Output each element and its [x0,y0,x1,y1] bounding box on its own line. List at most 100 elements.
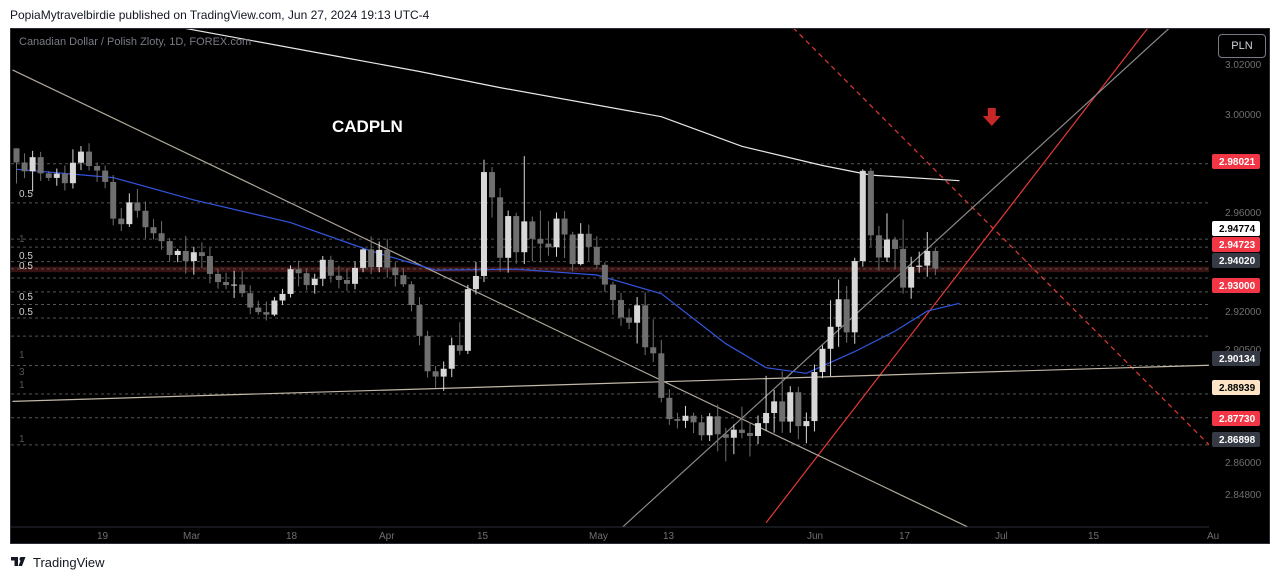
fib-level-label: 3 [19,367,25,378]
candle-body [811,372,818,422]
candle-body [150,227,157,234]
moving-average-line [185,29,960,182]
symbol-description: Canadian Dollar / Polish Zloty, 1D, FORE… [19,36,252,48]
candle-body [867,170,874,236]
candle-body [368,249,375,268]
fib-level-label: 0.5 [19,261,33,272]
candle-body [908,266,915,288]
price-label-text: 2.94723 [1219,240,1256,251]
header-bar: PopiaMytravelbirdie published on Trading… [0,0,1281,28]
candle-body [900,248,907,288]
candle-body [198,252,205,257]
fib-level-label: 0.5 [19,251,33,262]
fib-level-label: 0.5 [19,292,33,303]
candle-body [77,151,84,163]
candle-body [666,397,673,420]
candle-body [327,259,334,276]
candle-body [609,284,616,300]
price-label-box [1212,154,1260,169]
price-label: 2.94774 [1212,221,1260,236]
trendline [12,364,1209,402]
candle-body [601,264,608,285]
chart-title: CADPLN [332,117,403,136]
price-label: 2.88939 [1212,380,1260,395]
candle-body [835,299,842,327]
trendline [621,29,1170,527]
candle-body [295,269,302,274]
fib-level-label: 1 [19,350,25,361]
candle-body [360,249,367,268]
price-label-box [1212,351,1260,366]
time-axis-tick: Jul [995,531,1008,542]
candle-body [134,202,141,211]
time-axis-tick: 15 [1088,531,1100,542]
currency-button[interactable]: PLN [1218,34,1266,58]
candlestick-chart[interactable]: 0.510.50.50.50.513113.020003.000002.9600… [11,29,1269,543]
candle-body [722,434,729,438]
time-axis-tick: May [589,531,608,542]
chart-pane[interactable]: 0.5 1 0.5 0.5 0.5 0.5 1 3 1 1 3.02000 3.00000 2.9600… [10,28,1270,544]
candle-body [779,401,786,422]
candle-body [432,371,439,377]
price-label-box [1212,221,1260,236]
candle-body [489,172,496,198]
candle-body [875,235,882,258]
trendline [793,29,1209,446]
candle-body [86,151,93,167]
price-label-text: 2.90134 [1219,354,1256,365]
candle-body [746,432,753,436]
time-axis-tick: 15 [477,531,489,542]
chart-background [11,29,1269,543]
time-axis-tick: 19 [97,531,109,542]
resistance-band [11,266,1209,273]
candle-body [424,335,431,372]
candle-body [690,415,697,423]
candle-body [634,305,641,323]
moving-average-line [16,168,960,374]
price-label: 2.94020 [1212,253,1260,268]
tradingview-logo-icon [11,557,26,566]
price-label: 2.86898 [1212,432,1260,447]
candle-body [247,293,254,308]
candle-body [843,299,850,333]
candle-body [650,347,657,354]
time-axis-tick: Apr [379,531,395,542]
candle-body [279,293,286,301]
candle-body [521,221,528,253]
candle-body [335,275,342,281]
price-axis-tick: 2.84800 [1225,490,1262,501]
price-label-text: 2.98021 [1219,157,1256,168]
candle-body [29,157,36,172]
fib-level-label: 0.5 [19,307,33,318]
candle-body [448,345,455,369]
price-label-box [1212,278,1260,293]
candle-body [343,280,350,284]
candle-body [618,299,624,318]
candle-body [142,210,149,228]
candle-body [69,162,76,184]
candle-body [110,181,117,219]
trendline [12,69,970,527]
time-axis-tick: Au [1207,531,1219,542]
candle-body [456,345,463,351]
candle-body [166,241,173,255]
fib-level-label: 0.5 [19,189,33,200]
candle-body [795,392,802,427]
candle-body [706,416,713,436]
price-label-box [1212,380,1260,395]
candle-body [102,170,109,182]
tradingview-brand: TradingView [33,555,105,570]
time-axis-tick: 13 [663,531,675,542]
down-arrow-annotation [982,108,1001,127]
candle-body [408,284,415,306]
candle-body [924,250,931,266]
candle-body [537,238,544,244]
candle-body [158,233,165,242]
candle-body [859,170,866,262]
candle-body [13,148,20,163]
candle-body [932,250,939,269]
candle-body [464,289,471,351]
candle-body [126,202,133,225]
candle-body [94,166,101,171]
price-label-text: 2.93000 [1219,281,1256,292]
